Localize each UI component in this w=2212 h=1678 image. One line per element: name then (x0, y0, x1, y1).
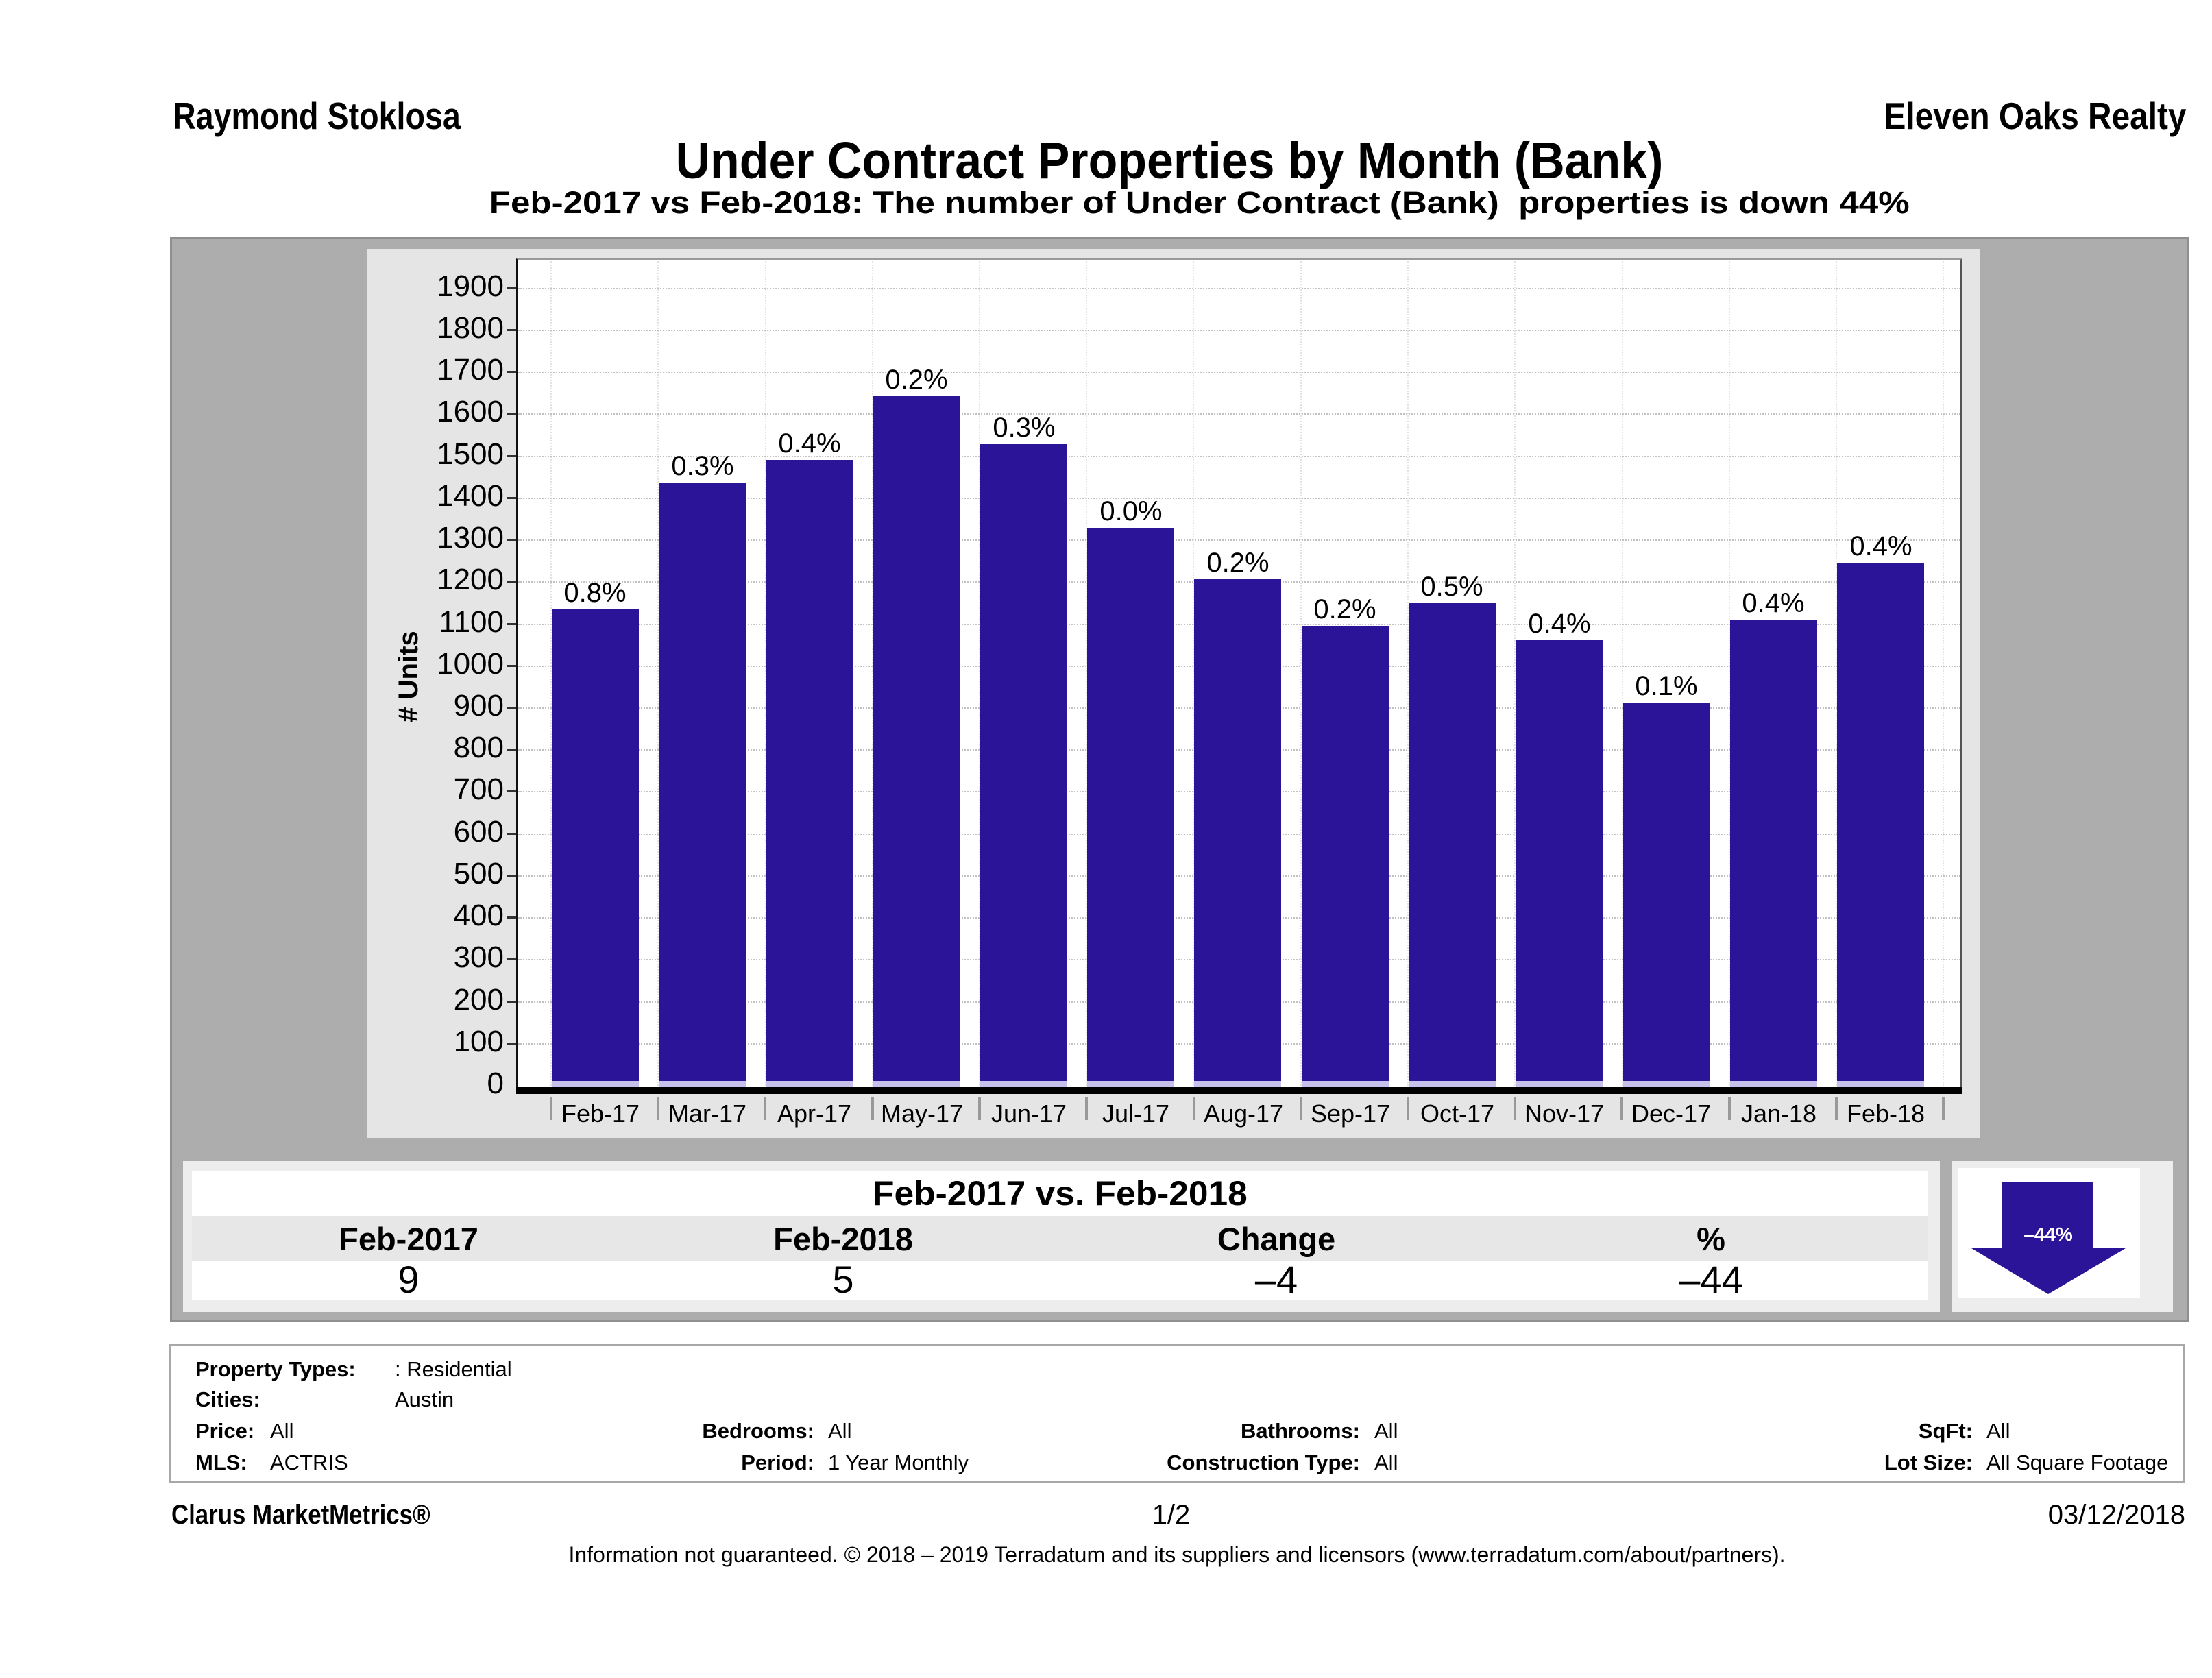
svg-text:–44%: –44% (2023, 1224, 2073, 1245)
